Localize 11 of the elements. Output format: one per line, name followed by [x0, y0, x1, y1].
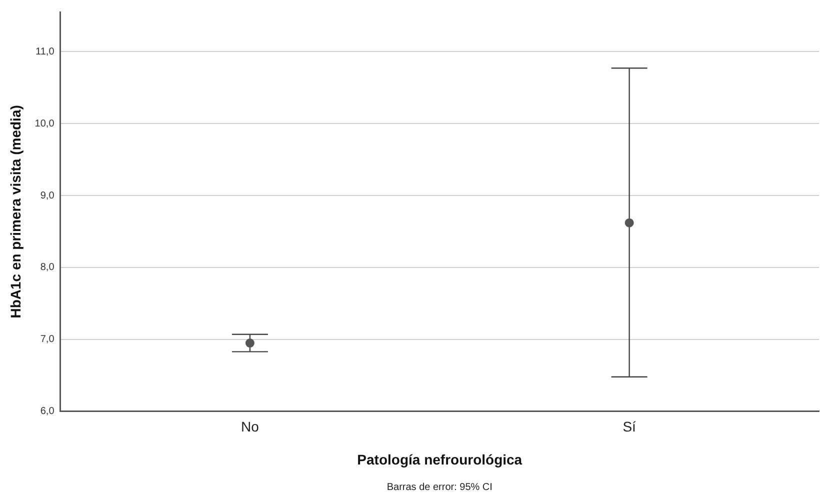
- y-tick-label: 7,0: [40, 334, 55, 346]
- y-tick-label: 10,0: [34, 118, 55, 130]
- y-tick-label: 11,0: [36, 46, 55, 58]
- x-axis-title: Patología nefrourológica: [357, 451, 522, 468]
- y-tick-label: 6,0: [40, 406, 55, 418]
- text: Barras de error: 95% CI: [386, 482, 492, 493]
- y-tick-label: 8,0: [40, 262, 55, 274]
- y-axis-title: HbA1c en primera visita (media): [7, 105, 24, 318]
- y-tick-label: 9,0: [40, 190, 55, 202]
- x-tick-label: No: [240, 418, 260, 435]
- x-tick-label: Sí: [622, 418, 636, 435]
